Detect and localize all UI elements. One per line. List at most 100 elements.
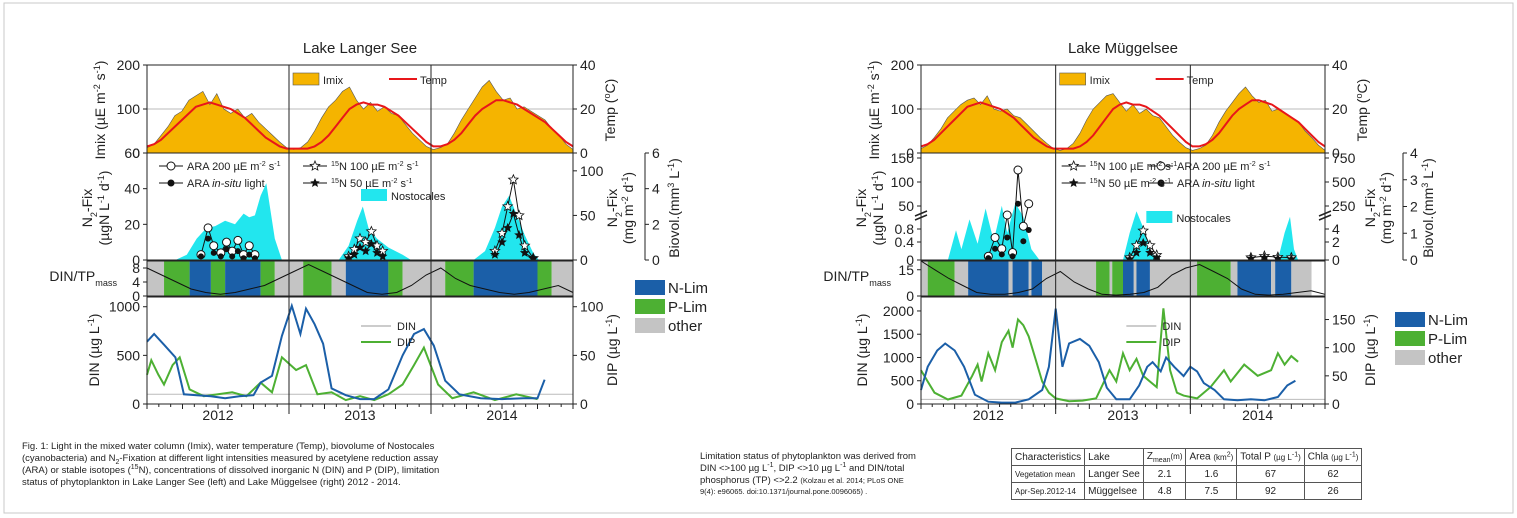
n15-100-line (1250, 255, 1292, 259)
lim-segment-nlim (1136, 261, 1150, 296)
table-header-row: Characteristics Lake Zmean(m) Area (km2)… (1010, 448, 1363, 466)
n2fix-vol-axis-title: N2-Fix (853, 189, 873, 228)
year-label: 2012 (973, 407, 1004, 423)
n2fix-vol-axis-tick-label: 150 (891, 150, 915, 166)
lim-segment-other (1271, 261, 1276, 296)
n2fix-vol-axis-tick-label: 0.8 (895, 221, 915, 237)
biovol-axis-tick-label: 4 (652, 181, 660, 197)
legend-ara-insitu-marker (167, 179, 175, 187)
temp-axis-tick-label: 0 (1332, 145, 1340, 161)
ara-insitu-point (1014, 200, 1021, 207)
n2fix-vol-axis-tick-label: 0 (132, 252, 140, 268)
temp-axis-tick-label: 0 (580, 145, 588, 161)
n2fix-area-axis-tick-label: 100 (580, 163, 604, 179)
legend-nostocales-label: Nostocales (391, 191, 446, 203)
din-axis-tick-label: 500 (891, 373, 915, 389)
year-label: 2012 (202, 407, 233, 423)
lim-segment-other (551, 261, 573, 296)
ara-insitu-point (217, 253, 224, 260)
ara200-point (1002, 210, 1012, 220)
n2fix-area-axis-tick-label: 0 (1332, 252, 1340, 268)
lim-segment-nlim (189, 261, 211, 296)
ara200-point (222, 237, 232, 247)
ara-insitu-point (1004, 234, 1011, 241)
n2fix-vol-axis-tick-label: 100 (891, 174, 915, 190)
lim-segment-other (1133, 261, 1137, 296)
imix-area (920, 86, 1326, 154)
lim-segment-nlim (1031, 261, 1043, 296)
year-label: 2013 (344, 407, 375, 423)
n2fix-area-unit-title: (mg m-2 d-1) (1378, 172, 1394, 244)
dintp-axis-title: DIN/TPmass (49, 268, 117, 288)
n15-50-point (490, 249, 500, 259)
biovol-axis-tick-label: 1 (1410, 225, 1418, 241)
ara-insitu-point (210, 249, 217, 256)
lim-segment-nlim (968, 261, 1009, 296)
legend-ara-insitu-marker (1157, 179, 1165, 187)
n15-50-point (1145, 247, 1155, 257)
imix-axis-title: Imix (µE m-2 s-1) (866, 61, 882, 160)
legend-nlim-label: N-Lim (1428, 312, 1468, 329)
legend-nlim-swatch (1395, 312, 1425, 327)
n15-50-point (355, 242, 365, 252)
dintp-axis-tick-label: 15 (898, 262, 914, 278)
lim-segment-plim (303, 261, 332, 296)
imix-axis-title: Imix (µE m-2 s-1) (92, 61, 108, 160)
n15-100-point (359, 236, 372, 248)
n2fix-vol-axis-tick-label: 0 (906, 252, 914, 268)
legend-imix-label: Imix (323, 75, 344, 87)
legend-ara200-label: ARA 200 µE m-2 s-1 (1177, 160, 1271, 173)
lim-segment-other (1109, 261, 1113, 296)
biovol-axis-tick-label: 2 (652, 216, 660, 232)
lim-segment-other (1028, 261, 1032, 296)
n2fix-area-axis-tick-label: 0 (580, 252, 588, 268)
cell-total-p: 67 (1236, 465, 1305, 483)
ara-insitu-point (234, 248, 241, 255)
limitation-caption: Limitation status of phytoplankton was d… (700, 451, 1000, 497)
ara-insitu-point (1020, 238, 1027, 245)
n15-100-point (507, 173, 520, 185)
imix-axis-tick-label: 0 (906, 145, 914, 161)
lim-segment-other (402, 261, 446, 296)
cell-zmean: 2.1 (1142, 465, 1187, 483)
legend-nlim-swatch (635, 280, 665, 295)
lim-segment-plim (164, 261, 190, 296)
biovol-axis-tick-label: 2 (1410, 199, 1418, 215)
temp-axis-title: Temp (oC) (602, 79, 618, 142)
caption-line: Fig. 1: Light in the mixed water column … (22, 441, 435, 452)
ara200-point (233, 235, 243, 245)
n15-100-point (1144, 239, 1156, 251)
biovol-axis-tick-label: 4 (1410, 145, 1418, 161)
dip-axis-title: DIP (µg L-1) (1362, 314, 1378, 386)
header-characteristics: Characteristics (1010, 448, 1086, 466)
dintp-ratio-line (146, 263, 574, 295)
dip-axis-tick-label: 150 (1332, 312, 1356, 328)
axis-break-right (1318, 210, 1332, 221)
cell-chla: 26 (1303, 482, 1363, 500)
caption-line: status of phytoplankton in Lake Langer S… (22, 477, 401, 488)
cell-total-p: 92 (1236, 482, 1305, 500)
n2fix-area-axis-tick-label: 750 (1332, 150, 1356, 166)
legend-din-label: DIN (1162, 321, 1181, 333)
cell-chla: 62 (1303, 465, 1363, 483)
dip-axis-tick-label: 50 (580, 347, 596, 363)
n15-50-point (502, 222, 513, 232)
dip-line (146, 345, 538, 402)
n2fix-vol-axis-tick-label: 50 (898, 198, 914, 214)
chart-title: Lake Langer See (303, 40, 417, 57)
n2fix-area-unit-title: (mg m-2 d-1) (620, 172, 636, 244)
imix-axis-tick-label: 100 (117, 101, 141, 117)
n2fix-area-axis-tick-label: 50 (580, 207, 596, 223)
dip-axis-tick-label: 0 (580, 396, 588, 412)
din-axis-tick-label: 0 (132, 396, 140, 412)
nostocales-area (947, 203, 1299, 260)
legend-n15-50-label: 15N 50 µE m-2 s-1 (331, 177, 412, 190)
n2fix-vol-unit-title: (µgN L-1 d-1) (870, 171, 886, 246)
biovol-axis-title: Biovol.(mm3 L-1) (666, 158, 682, 258)
ara200-point (1018, 221, 1028, 231)
chart-title: Lake Müggelsee (1068, 40, 1178, 57)
lim-segment-plim (537, 261, 552, 296)
caption-line: 9(4): e96065. doi:10.1371/journal.pone.0… (700, 487, 868, 496)
lim-segment-plim (1096, 261, 1110, 296)
legend-n15-100-label: 15N 100 µE m-2 s-1 (1090, 160, 1178, 173)
